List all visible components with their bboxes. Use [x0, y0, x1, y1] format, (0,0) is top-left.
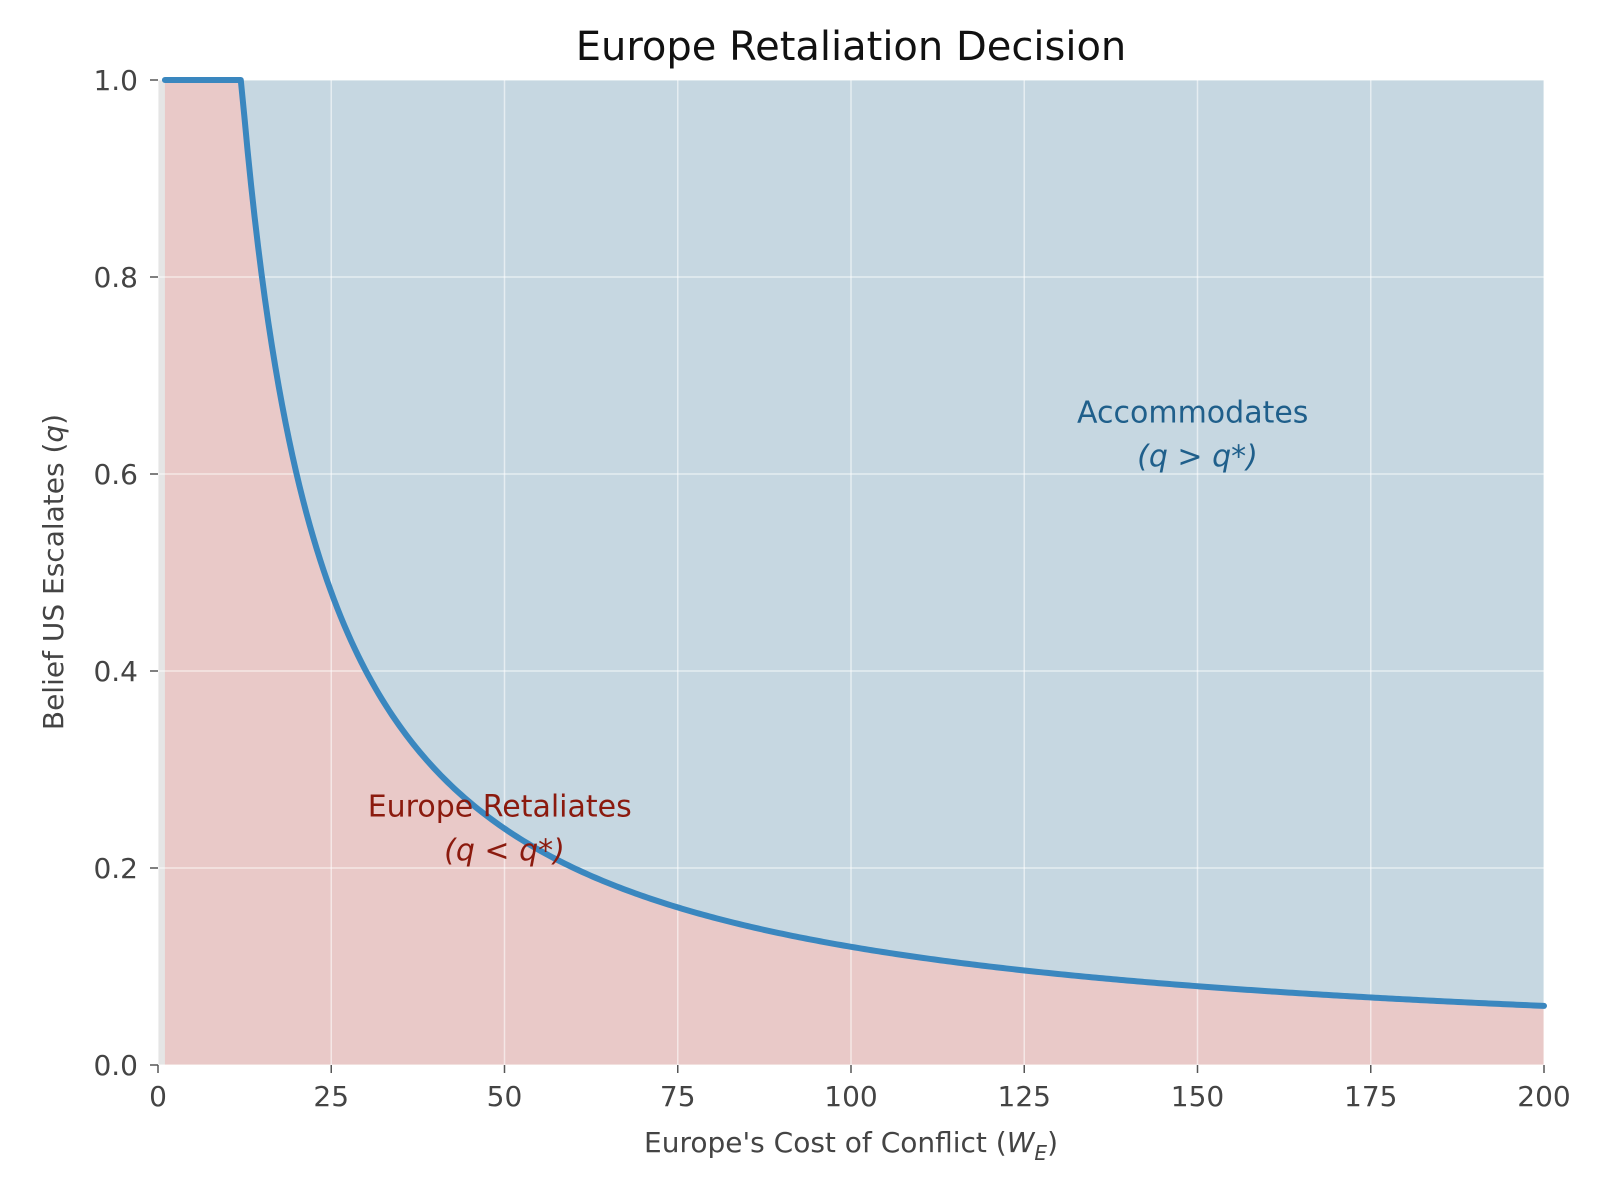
annotation-retaliates-condition: (q < q*): [444, 833, 565, 868]
x-tick-label: 50: [487, 1080, 523, 1113]
y-tick-label: 0.6: [93, 458, 138, 491]
x-tick-label: 75: [660, 1080, 696, 1113]
y-tick-label: 0.8: [93, 261, 138, 294]
annotation-accommodates: Accommodates (q > q*): [1077, 395, 1318, 474]
annotation-accommodates-condition: (q > q*): [1137, 439, 1258, 474]
region-accommodates-fill: [164, 80, 1545, 1006]
threshold-curve: [161, 77, 1547, 1009]
x-tick-label: 125: [998, 1080, 1051, 1113]
chart-title: Europe Retaliation Decision: [576, 24, 1127, 70]
grid: [157, 79, 1545, 1066]
y-ticks: 0.0 0.2 0.4 0.6 0.8 1.0: [93, 64, 158, 1082]
x-tick-label: 0: [149, 1080, 167, 1113]
y-tick-label: 0.4: [93, 655, 138, 688]
x-tick-label: 175: [1344, 1080, 1397, 1113]
x-ticks: 0 25 50 75 100 125 150 175 200: [149, 1065, 1571, 1113]
y-tick-label: 0.2: [93, 852, 138, 885]
annotation-retaliates: Europe Retaliates (q < q*): [368, 789, 642, 868]
x-tick-label: 150: [1171, 1080, 1224, 1113]
x-axis-label: Europe's Cost of Conflict (WE): [644, 1126, 1058, 1165]
x-tick-label: 25: [313, 1080, 349, 1113]
y-axis-label: Belief US Escalates (q): [37, 414, 70, 730]
y-tick-label: 0.0: [93, 1049, 138, 1082]
region-retaliates-fill: [164, 80, 1545, 1065]
x-tick-label: 200: [1517, 1080, 1570, 1113]
annotation-retaliates-label: Europe Retaliates: [368, 789, 632, 824]
x-tick-label: 100: [824, 1080, 877, 1113]
y-tick-label: 1.0: [93, 64, 138, 97]
annotation-accommodates-label: Accommodates: [1077, 395, 1308, 430]
